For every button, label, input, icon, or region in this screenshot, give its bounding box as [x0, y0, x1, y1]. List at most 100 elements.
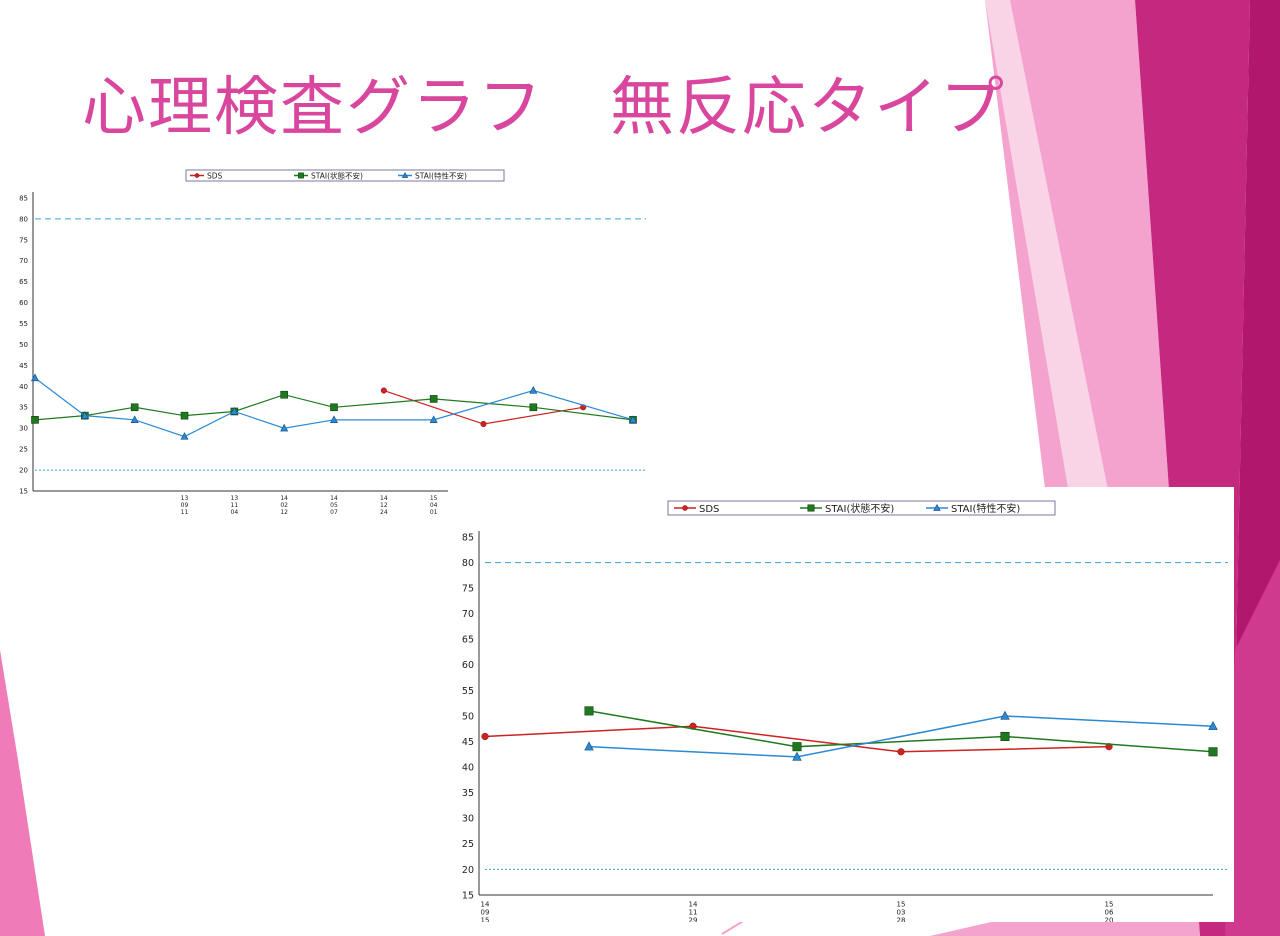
legend-marker: [933, 503, 941, 511]
data-point: [480, 420, 487, 428]
data-point: [230, 406, 239, 415]
y-tick-label: 80: [19, 215, 28, 223]
y-tick-label: 55: [19, 320, 28, 328]
x-tick-label: 15 04 01: [430, 495, 438, 516]
legend-marker: [807, 504, 815, 512]
data-point: [1000, 731, 1010, 741]
data-point: [280, 390, 288, 399]
y-tick-label: 70: [462, 609, 474, 620]
data-point: [330, 403, 338, 412]
data-point: [130, 415, 139, 423]
x-tick-label: 15 03 28: [897, 901, 906, 923]
data-point: [584, 706, 594, 716]
y-tick-label: 15: [19, 487, 28, 495]
y-tick-label: 25: [19, 446, 28, 454]
legend-marker: [682, 505, 688, 511]
legend-label: STAI(特性不安): [415, 170, 467, 180]
line-chart-1: SDS STAI(状態不安) STAI(特性不安) 15 20 25 30 35 40 45 50 5…: [19, 169, 646, 516]
series-line: [34, 377, 634, 438]
series-line: [34, 394, 634, 421]
y-tick-label: 40: [19, 383, 28, 391]
x-tick-label: 14 11 29: [689, 901, 698, 923]
legend-marker: [401, 171, 409, 178]
series-line: [588, 710, 1214, 753]
data-point: [529, 386, 538, 394]
y-tick-label: 50: [19, 341, 28, 349]
data-point: [180, 411, 189, 420]
y-tick-label: 30: [462, 814, 474, 825]
data-point: [429, 415, 438, 423]
series-line: [383, 389, 584, 425]
y-tick-label: 60: [19, 299, 28, 307]
decor-facet-bottom: [930, 920, 1140, 936]
legend-marker: [298, 172, 304, 179]
legend-marker: [194, 173, 200, 178]
y-tick-label: 50: [462, 711, 474, 722]
series-line: [588, 715, 1214, 758]
decor-facet-edge: [1225, 560, 1280, 936]
y-tick-label: 55: [462, 686, 474, 697]
chart-panel-1: SDS STAI(状態不安) STAI(特性不安) 15 20 25 30 35 40 45 50 5…: [0, 160, 660, 520]
decor-line: [721, 919, 746, 935]
data-point: [529, 403, 538, 412]
legend-label: STAI(状態不安): [311, 170, 363, 180]
x-tick-label: 14 09 15: [481, 901, 490, 923]
y-tick-label: 75: [462, 583, 474, 594]
x-tick-label: 14 12 24: [380, 495, 388, 516]
y-tick-label: 40: [462, 762, 474, 773]
y-tick-label: 85: [462, 532, 474, 543]
data-point: [1208, 720, 1218, 730]
legend-label: SDS: [699, 504, 719, 515]
data-point: [1000, 710, 1010, 720]
y-tick-label: 70: [19, 257, 28, 265]
legend-box: [667, 500, 1056, 516]
y-tick-label: 65: [462, 635, 474, 646]
y-tick-label: 35: [19, 404, 28, 412]
y-tick-label: 20: [462, 865, 474, 876]
data-point: [330, 415, 338, 423]
x-tick-label: 13 09 11: [181, 495, 189, 516]
x-tick-label: 14 02 12: [280, 495, 288, 516]
chart-panel-2: SDS STAI(状態不安) STAI(特性不安) 15 20 25 30 35 40 45 50 5…: [448, 487, 1234, 922]
data-point: [280, 423, 289, 432]
data-point: [80, 411, 89, 419]
y-tick-label: 75: [19, 236, 28, 244]
x-tick-label: 15 06 20: [1105, 901, 1114, 923]
data-point: [792, 751, 802, 761]
y-tick-label: 15: [462, 890, 474, 901]
y-tick-label: 80: [462, 558, 474, 569]
y-tick-label: 20: [19, 467, 28, 475]
line-chart-2: SDS STAI(状態不安) STAI(特性不安) 15 20 25 30 35 40 45 50 5…: [462, 500, 1228, 923]
data-point: [180, 432, 189, 440]
decor-facet-left: [0, 650, 45, 936]
data-point: [380, 387, 387, 394]
legend-label: STAI(特性不安): [951, 502, 1020, 515]
data-point: [792, 742, 802, 752]
data-point: [897, 748, 905, 756]
legend-label: SDS: [207, 171, 223, 180]
data-point: [31, 416, 39, 424]
series-line: [484, 725, 1110, 753]
y-tick-label: 65: [19, 278, 28, 286]
slide-title: 心理検査グラフ 無反応タイプ: [82, 71, 1006, 145]
data-point: [481, 732, 489, 741]
y-tick-label: 25: [462, 839, 474, 850]
legend-label: STAI(状態不安): [825, 502, 894, 515]
y-tick-label: 35: [462, 788, 474, 799]
data-point: [429, 395, 438, 403]
x-tick-label: 14 05 07: [330, 495, 338, 516]
y-tick-label: 45: [19, 362, 28, 370]
y-tick-label: 30: [19, 425, 28, 433]
legend-box: [185, 169, 505, 182]
data-point: [584, 741, 594, 751]
x-tick-label: 13 11 04: [231, 495, 239, 516]
data-point: [1208, 747, 1218, 757]
decor-facet-pale: [985, 0, 1110, 500]
data-point: [1105, 743, 1113, 751]
data-point: [130, 403, 139, 412]
data-point: [31, 373, 39, 382]
y-tick-label: 85: [19, 194, 28, 202]
y-tick-label: 60: [462, 660, 474, 671]
data-point: [629, 415, 637, 423]
y-tick-label: 45: [462, 737, 474, 748]
